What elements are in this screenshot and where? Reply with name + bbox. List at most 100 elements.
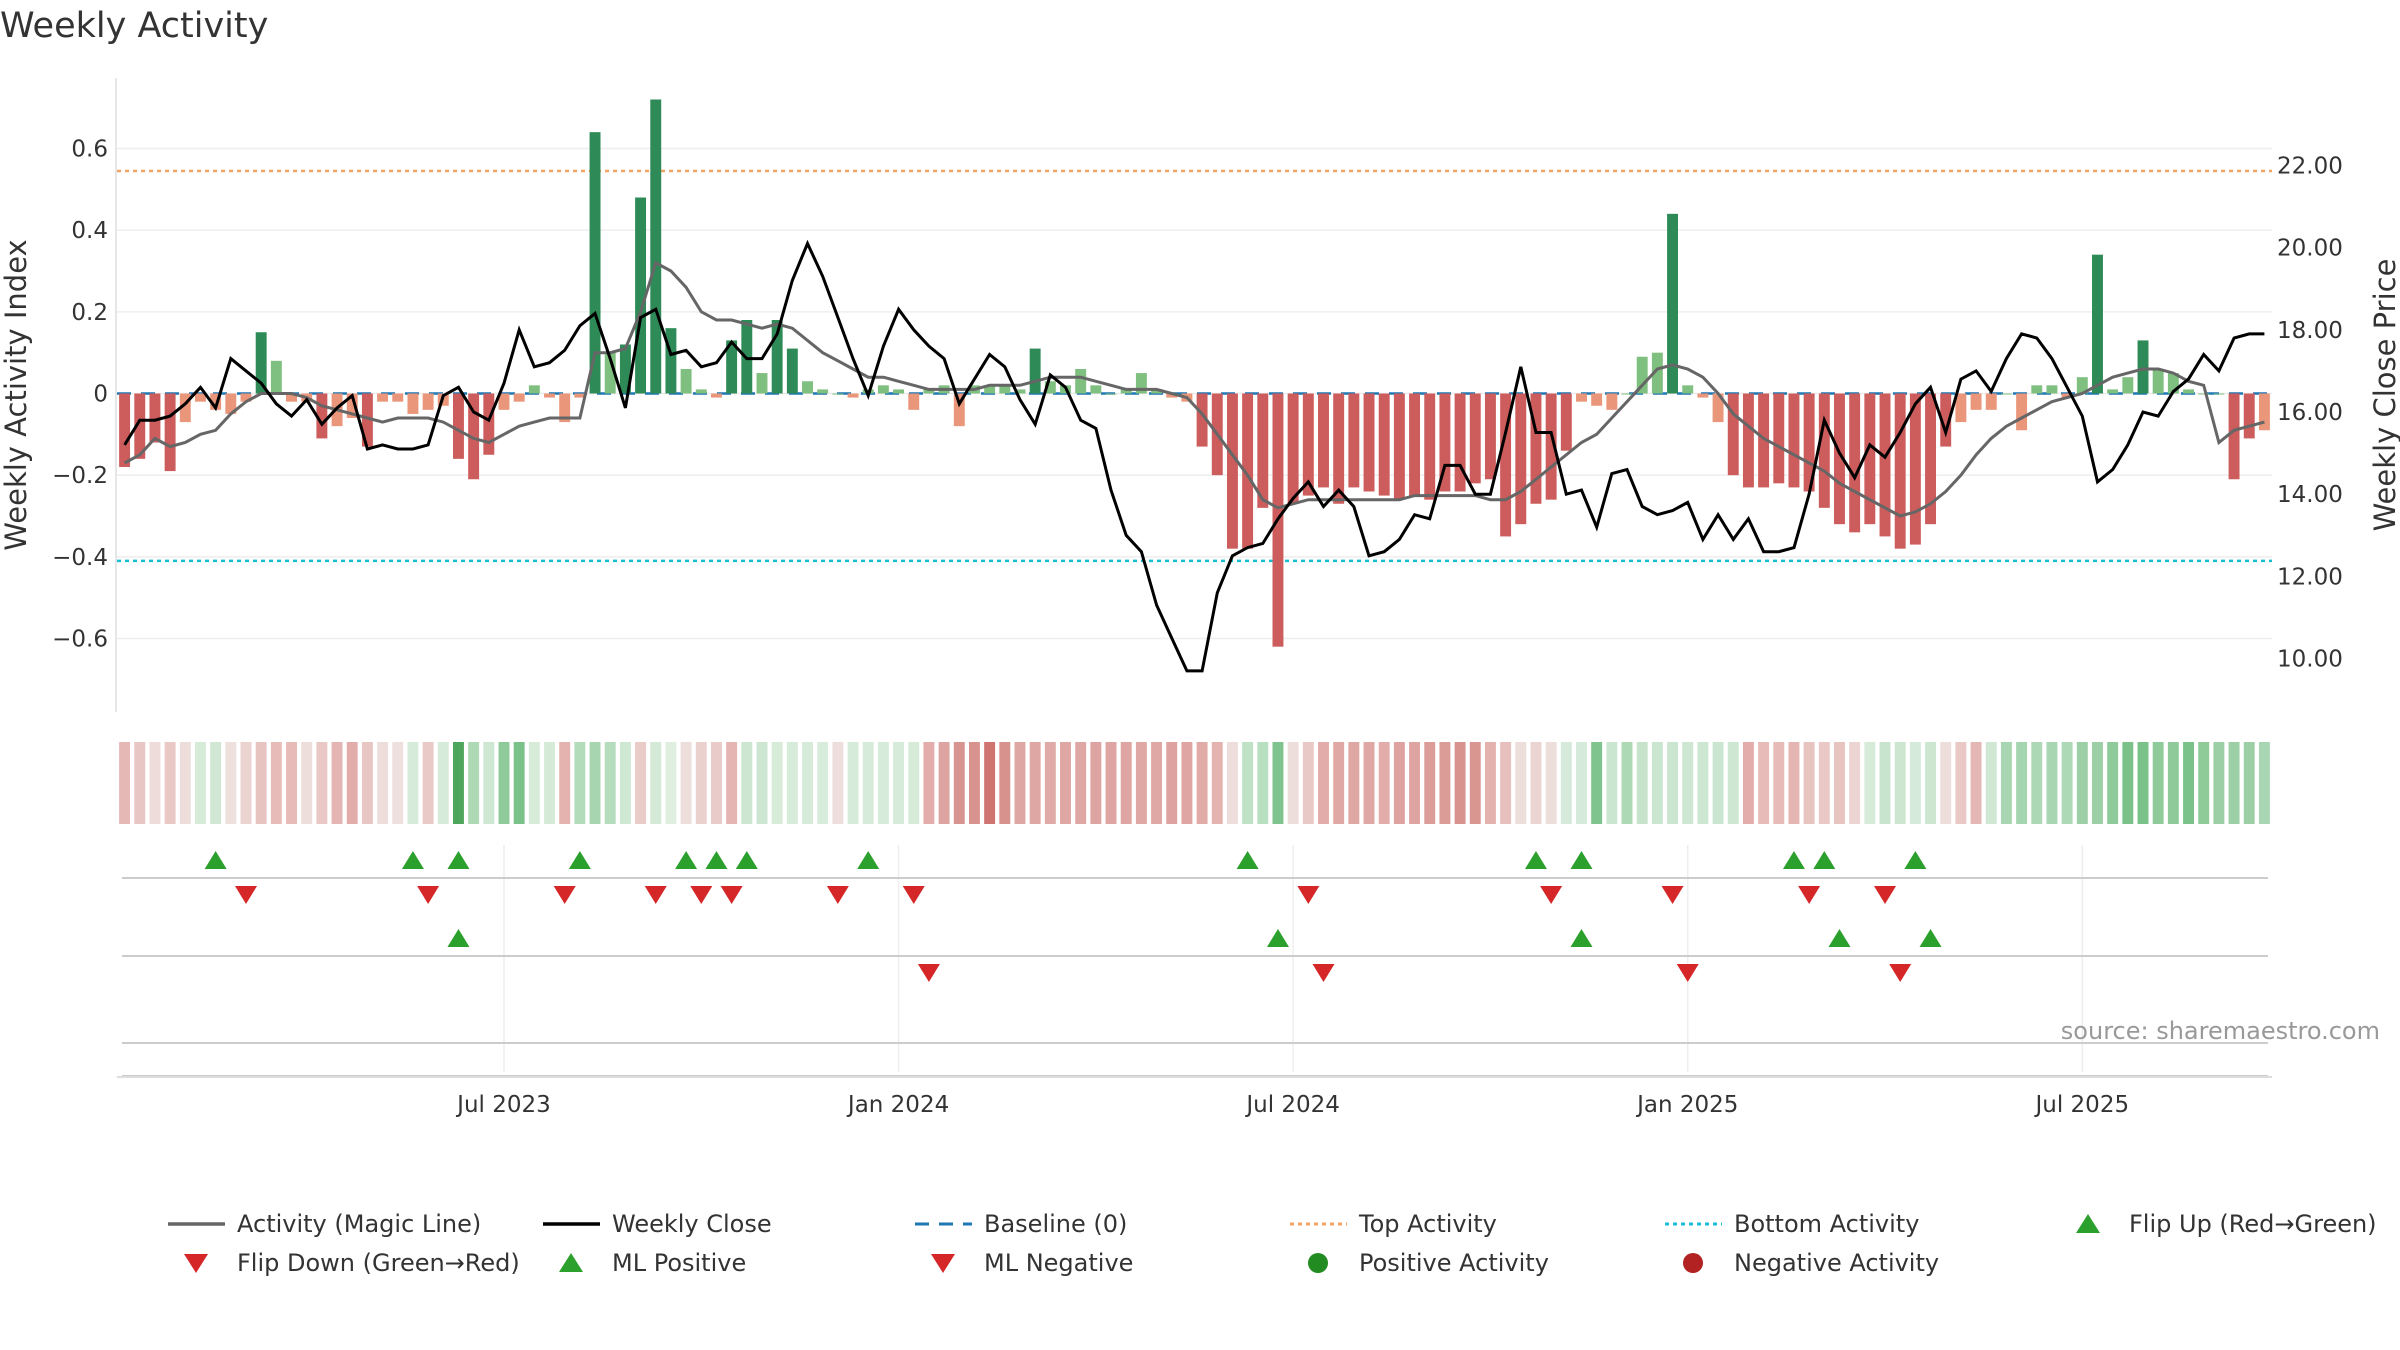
strip-cell [498,742,510,824]
strip-cell [1773,742,1785,824]
flip-down-marker [1798,886,1821,904]
strip-cell [1211,742,1223,824]
strip-cell [877,742,889,824]
strip-cell [1909,742,1921,824]
activity-bar [1484,393,1496,480]
activity-bar [923,389,935,394]
strip-cell [893,742,905,824]
strip-cell [1318,742,1329,824]
strip-cell [1712,742,1724,824]
legend-label: Bottom Activity [1734,1210,1919,1238]
strip-cell [2016,742,2028,824]
strip-cell [1576,742,1587,824]
strip-cell [1879,742,1891,824]
strip-cell [650,742,662,824]
flip-down-marker [644,886,667,904]
activity-bar [1166,393,1178,398]
chart-title: Weekly Activity [0,6,268,46]
activity-bar [1257,393,1269,508]
activity-bar [1803,393,1815,492]
activity-bar [1409,393,1421,496]
flip-down-marker [826,886,849,904]
activity-bar [2198,393,2210,395]
ml-positive-marker [1828,929,1851,947]
strip-cell [938,742,950,824]
activity-bar [589,132,601,394]
activity-bar [832,393,844,395]
y-left-tick-label: −0.6 [52,627,108,653]
flip-up-marker [1524,851,1547,869]
activity-bar [422,393,434,410]
legend-swatch-triangle-up [2076,1214,2100,1233]
strip-cell [1333,742,1345,824]
strip-cell [1894,742,1906,824]
strip-cell [1014,742,1026,824]
legend-item: Baseline (0) [915,1210,1127,1238]
activity-bar [1287,393,1299,504]
strip-cell [195,742,206,824]
activity-bar [1439,393,1451,492]
strip-cell [1302,742,1314,824]
strip-cell [847,742,859,824]
strip-cell [2167,742,2179,824]
y-right-tick-label: 14.00 [2277,482,2343,508]
activity-bar [1120,389,1132,394]
activity-bar [817,389,829,394]
strip-cell [255,742,267,824]
activity-bar [1302,393,1314,496]
flip-up-marker [1782,851,1805,869]
strip-cell [635,742,647,824]
activity-bar [1226,393,1238,549]
strip-cell [468,742,480,824]
ml-negative-marker [917,964,940,982]
strip-cell [1955,742,1967,824]
strip-cell [513,742,525,824]
activity-bar [179,393,191,423]
strip-cell [665,742,677,824]
activity-bar [984,385,996,394]
strip-cell [1803,742,1815,824]
y-right-tick-label: 12.00 [2277,564,2343,590]
strip-cell [619,742,631,824]
flip-up-marker [857,851,880,869]
legend-label: Weekly Close [612,1210,772,1238]
strip-cell [2046,742,2058,824]
strip-cell [1651,742,1663,824]
activity-bar [1849,393,1861,533]
legend-swatch-triangle-up [559,1253,583,1272]
activity-bar [1864,393,1876,525]
activity-bar [2122,377,2134,394]
legend-item: Weekly Close [543,1210,772,1238]
activity-bar [1560,393,1572,451]
x-tick-label: Jan 2024 [846,1092,949,1118]
strip-cell [2137,742,2149,824]
strip-cell [1226,742,1238,824]
activity-bar [1348,393,1360,488]
activity-bar [710,393,722,398]
legend-label: ML Negative [984,1249,1133,1277]
activity-bar [2031,385,2043,394]
legend: Activity (Magic Line) Weekly Close Baselin… [168,1210,2377,1277]
strip-cell [574,742,586,824]
legend-item: Flip Down (Green→Red) [184,1249,520,1277]
strip-cell [1075,742,1087,824]
strip-cell [544,742,555,824]
y-left-tick-label: 0.2 [71,300,108,326]
strip-cell [1151,742,1163,824]
legend-swatch-triangle-down [931,1254,955,1273]
legend-item: Flip Up (Red→Green) [2076,1210,2377,1238]
activity-bar [407,393,419,414]
strip-cell [862,742,874,824]
flip-down-marker [902,886,925,904]
activity-bar [468,393,480,480]
strip-cell [1788,742,1800,824]
activity-bar [1773,393,1785,484]
strip-cell [559,742,571,824]
activity-bar [544,393,555,398]
ml-negative-marker [1889,964,1912,982]
activity-bar [574,393,586,398]
legend-item: Activity (Magic Line) [168,1210,481,1238]
activity-bar [513,393,525,402]
strip-cell [710,742,722,824]
activity-bar [498,393,510,410]
